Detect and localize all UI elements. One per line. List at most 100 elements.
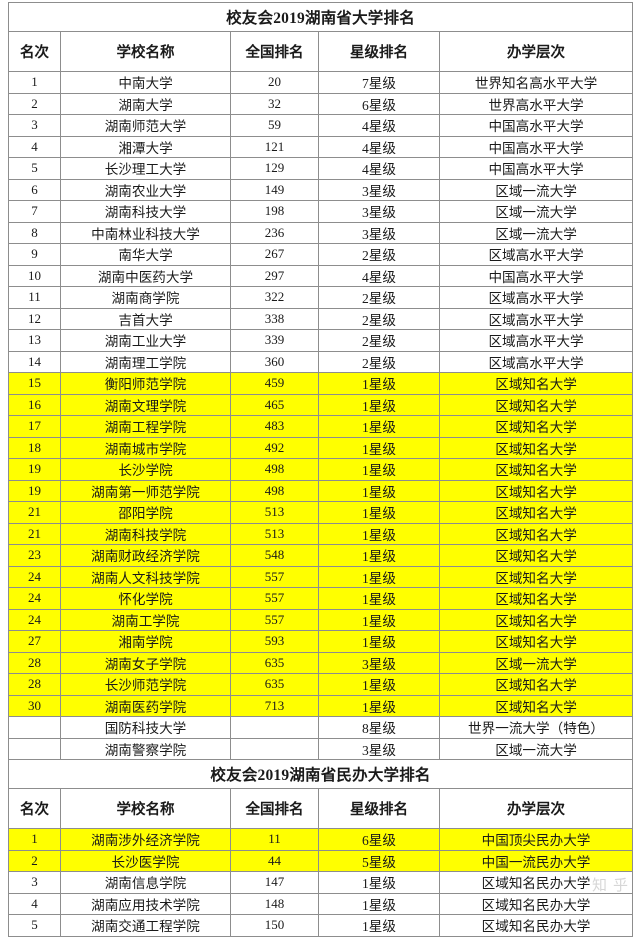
school-name-cell: 湖南中医药大学 [60,264,231,287]
rank-cell: 24 [8,608,61,631]
table-row: 14 湖南理工学院 360 2星级 区域高水平大学 [8,350,634,373]
national-rank-cell: 513 [230,522,319,545]
school-name-cell: 湖南工业大学 [60,329,231,352]
school-level-cell: 区域一流大学 [438,737,634,760]
school-level-cell: 中国高水平大学 [438,264,634,287]
school-level-cell: 区域知名大学 [438,501,634,524]
school-name-cell: 长沙师范学院 [60,673,231,696]
table-row: 3 湖南信息学院 147 1星级 区域知名民办大学 [8,871,634,894]
table-row: 7 湖南科技大学 198 3星级 区域一流大学 [8,200,634,223]
star-rating-cell: 2星级 [318,286,440,309]
school-name-cell: 中南大学 [60,71,231,94]
school-level-cell: 区域知名大学 [438,673,634,696]
school-level-cell: 区域知名民办大学 [438,871,634,894]
ranking-table-body: 校友会2019湖南省大学排名 名次 学校名称 全国排名 星级排名 办学层次 1 中南大学 20 7… [7,2,634,937]
national-rank-cell: 297 [230,264,319,287]
table-row: 24 湖南人文科技学院 557 1星级 区域知名大学 [8,565,634,588]
school-name-cell: 湖南财政经济学院 [60,544,231,567]
school-name-cell: 湖南信息学院 [60,871,231,894]
school-name-cell: 吉首大学 [60,307,231,330]
school-level-cell: 区域知名大学 [438,372,634,395]
rank-cell: 11 [8,286,61,309]
table-row: 5 湖南交通工程学院 150 1星级 区域知名民办大学 [8,914,634,937]
rank-cell: 3 [8,114,61,137]
table-row: 24 湖南工学院 557 1星级 区域知名大学 [8,608,634,631]
star-rating-cell: 1星级 [318,544,440,567]
rank-cell: 21 [8,522,61,545]
national-rank-cell: 149 [230,178,319,201]
rank-cell: 19 [8,458,61,481]
star-rating-cell: 1星级 [318,914,440,937]
school-name-cell: 湖南工程学院 [60,415,231,438]
star-rating-cell: 2星级 [318,307,440,330]
rank-cell: 2 [8,92,61,115]
school-name-cell: 湖南应用技术学院 [60,892,231,915]
column-header-level: 办学层次 [438,788,634,829]
rank-cell: 16 [8,393,61,416]
star-rating-cell: 6星级 [318,92,440,115]
table-row: 16 湖南文理学院 465 1星级 区域知名大学 [8,393,634,416]
school-name-cell: 国防科技大学 [60,716,231,739]
school-level-cell: 区域高水平大学 [438,307,634,330]
national-rank-cell: 267 [230,243,319,266]
table-title: 校友会2019湖南省大学排名 [7,2,634,32]
table-row: 21 邵阳学院 513 1星级 区域知名大学 [8,501,634,524]
table-row: 18 湖南城市学院 492 1星级 区域知名大学 [8,436,634,459]
school-name-cell: 衡阳师范学院 [60,372,231,395]
table-row: 国防科技大学 8星级 世界一流大学（特色） [8,716,634,739]
school-name-cell: 湖南人文科技学院 [60,565,231,588]
table-row: 8 中南林业科技大学 236 3星级 区域一流大学 [8,221,634,244]
national-rank-cell: 498 [230,479,319,502]
national-rank-cell: 360 [230,350,319,373]
national-rank-cell: 236 [230,221,319,244]
school-level-cell: 区域知名大学 [438,436,634,459]
rank-cell: 1 [8,71,61,94]
school-name-cell: 湖南科技大学 [60,200,231,223]
national-rank-cell: 121 [230,135,319,158]
school-level-cell: 区域知名大学 [438,544,634,567]
school-name-cell: 湖南交通工程学院 [60,914,231,937]
table-row: 27 湘南学院 593 1星级 区域知名大学 [8,630,634,653]
school-level-cell: 区域一流大学 [438,651,634,674]
table-row: 13 湖南工业大学 339 2星级 区域高水平大学 [8,329,634,352]
star-rating-cell: 3星级 [318,178,440,201]
school-name-cell: 怀化学院 [60,587,231,610]
school-name-cell: 湖南医药学院 [60,694,231,717]
national-rank-cell: 322 [230,286,319,309]
school-level-cell: 区域高水平大学 [438,243,634,266]
table-row: 23 湖南财政经济学院 548 1星级 区域知名大学 [8,544,634,567]
star-rating-cell: 4星级 [318,114,440,137]
school-level-cell: 区域知名大学 [438,608,634,631]
school-name-cell: 湖南第一师范学院 [60,479,231,502]
school-level-cell: 区域高水平大学 [438,329,634,352]
column-header-star: 星级排名 [318,788,440,829]
star-rating-cell: 1星级 [318,608,440,631]
table-header-row: 名次 学校名称 全国排名 星级排名 办学层次 [8,788,634,829]
rank-cell: 19 [8,479,61,502]
rank-cell [8,737,61,760]
school-level-cell: 世界知名高水平大学 [438,71,634,94]
school-level-cell: 区域一流大学 [438,200,634,223]
school-name-cell: 邵阳学院 [60,501,231,524]
table-title: 校友会2019湖南省民办大学排名 [7,759,634,789]
school-name-cell: 湘潭大学 [60,135,231,158]
column-header-name: 学校名称 [60,31,231,72]
school-level-cell: 区域知名大学 [438,393,634,416]
star-rating-cell: 7星级 [318,71,440,94]
star-rating-cell: 3星级 [318,200,440,223]
table-row: 5 长沙理工大学 129 4星级 中国高水平大学 [8,157,634,180]
rank-cell: 7 [8,200,61,223]
column-header-nat: 全国排名 [230,31,319,72]
school-level-cell: 区域高水平大学 [438,350,634,373]
table-row: 15 衡阳师范学院 459 1星级 区域知名大学 [8,372,634,395]
school-name-cell: 南华大学 [60,243,231,266]
national-rank-cell: 548 [230,544,319,567]
national-rank-cell: 492 [230,436,319,459]
school-level-cell: 区域知名大学 [438,522,634,545]
star-rating-cell: 1星级 [318,522,440,545]
school-level-cell: 区域知名民办大学 [438,914,634,937]
table-row: 2 湖南大学 32 6星级 世界高水平大学 [8,92,634,115]
table-row: 30 湖南医药学院 713 1星级 区域知名大学 [8,694,634,717]
rank-cell: 6 [8,178,61,201]
rank-cell: 5 [8,914,61,937]
